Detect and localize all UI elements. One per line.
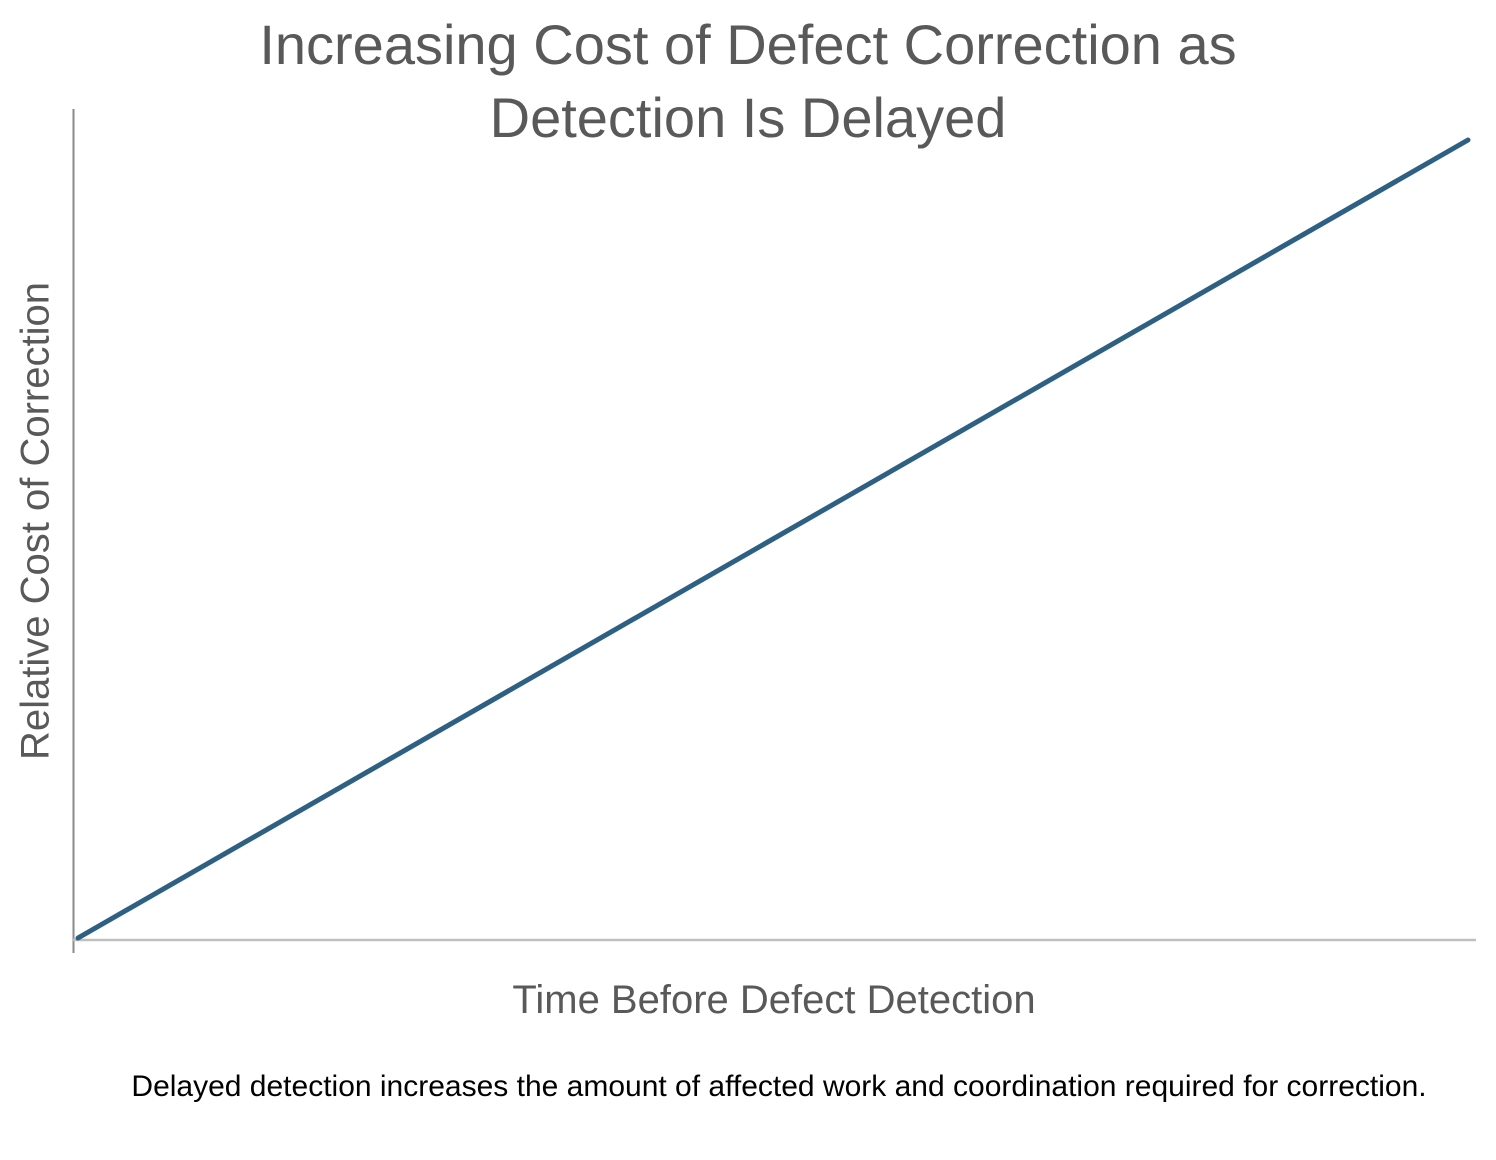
- chart-title-line2: Detection Is Delayed: [489, 86, 1007, 149]
- chart-title-line1: Increasing Cost of Defect Correction as: [259, 13, 1237, 76]
- x-axis-label: Time Before Defect Detection: [512, 978, 1036, 1022]
- cost-trend-line: [75, 137, 1471, 941]
- chart-title: Increasing Cost of Defect Correction as …: [0, 8, 1496, 154]
- chart-caption: Delayed detection increases the amount o…: [131, 1070, 1427, 1103]
